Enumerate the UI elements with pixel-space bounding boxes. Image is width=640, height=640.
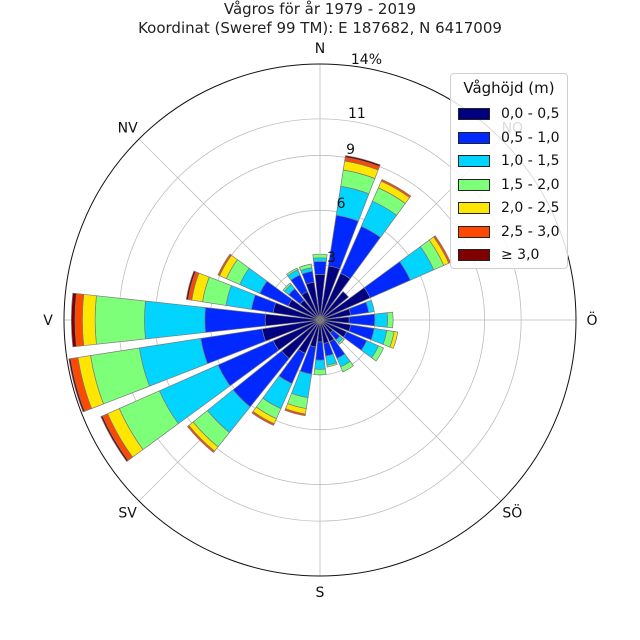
rose-bar-segment (337, 337, 345, 345)
rose-bar-segment (313, 368, 327, 376)
compass-label: SV (118, 505, 137, 521)
rose-bar-segment (389, 331, 399, 349)
legend-label: ≥ 3,0 (501, 247, 540, 263)
rose-bar-segment (326, 362, 338, 368)
legend-swatch (458, 225, 490, 238)
rose-bar-segment (282, 282, 292, 292)
legend-swatch (458, 131, 490, 144)
legend-label: 1,0 - 1,5 (501, 153, 560, 169)
compass-label: Ö (586, 311, 597, 329)
rose-bar-segment (100, 415, 129, 462)
rose-bar-segment (81, 293, 97, 347)
rose-bar-segment (144, 300, 206, 340)
radial-tick-label: 11 (348, 106, 366, 122)
legend-swatch (458, 108, 490, 120)
radial-tick-label: 3 (327, 250, 336, 266)
rose-bar-segment (314, 359, 326, 370)
rose-bar-segment (284, 408, 306, 417)
rose-bar-segment (371, 345, 385, 362)
radial-tick-label: 14% (351, 52, 382, 68)
compass-label: SÖ (502, 503, 522, 521)
rose-bar-segment (344, 155, 381, 168)
rose-bar-segment (217, 253, 232, 277)
legend: Våghöjd (m) 0,0 - 0,5 0,5 - 1,0 1,0 - 1,5 1… (450, 73, 568, 269)
rose-bar-segment (365, 299, 375, 313)
radial-tick-label: 9 (346, 142, 355, 158)
rose-bar-segment (185, 270, 197, 300)
radial-tick-label: 6 (337, 196, 346, 212)
outer-circle (63, 63, 577, 577)
chart-title: Vågros för år 1979 - 2019 (223, 0, 417, 18)
legend-swatch (458, 178, 490, 191)
compass-label: V (43, 313, 53, 329)
rose-sectors (68, 155, 451, 462)
compass-label: NV (118, 121, 138, 137)
rose-bar-segment (319, 291, 349, 321)
rose-bar-segment (374, 312, 389, 328)
rose-bar-segment (315, 341, 325, 361)
rose-bar-segment (204, 307, 266, 333)
rose-bar-segment (313, 261, 327, 275)
legend-label: 1,5 - 2,0 (501, 176, 560, 193)
rose-bar-segment (299, 263, 313, 272)
legend-label: 0,0 - 0,5 (501, 106, 560, 122)
rose-bar-segment (340, 360, 354, 373)
legend-title: Våghöjd (m) (463, 79, 555, 97)
rose-bar-segment (68, 358, 86, 413)
legend-label: 2,0 - 2,5 (501, 200, 560, 216)
legend-swatch (458, 202, 490, 214)
rose-bar-segment (348, 313, 376, 327)
rose-bar-segment (251, 411, 275, 426)
legend-swatch (458, 249, 490, 261)
rose-bar-segment (94, 295, 146, 345)
legend-label: 0,5 - 1,0 (501, 129, 560, 146)
rose-bar-segment (312, 257, 328, 263)
rose-bar-segment (312, 253, 328, 259)
rose-bar-segment (186, 424, 216, 454)
chart-subtitle: Koordinat (Sweref 99 TM): E 187682, N 64… (138, 19, 502, 37)
compass-label: N (315, 41, 325, 57)
rose-bar-segment (71, 292, 77, 348)
legend-swatch (458, 155, 490, 167)
rose-bar-segment (380, 178, 412, 199)
rose-bar-segment (74, 293, 85, 347)
rose-bar-segment (286, 267, 299, 277)
legend-label: 2,5 - 3,0 (501, 223, 560, 240)
rose-bar-segment (386, 311, 394, 329)
compass-label: S (316, 585, 325, 601)
grid-spoke (319, 319, 502, 502)
